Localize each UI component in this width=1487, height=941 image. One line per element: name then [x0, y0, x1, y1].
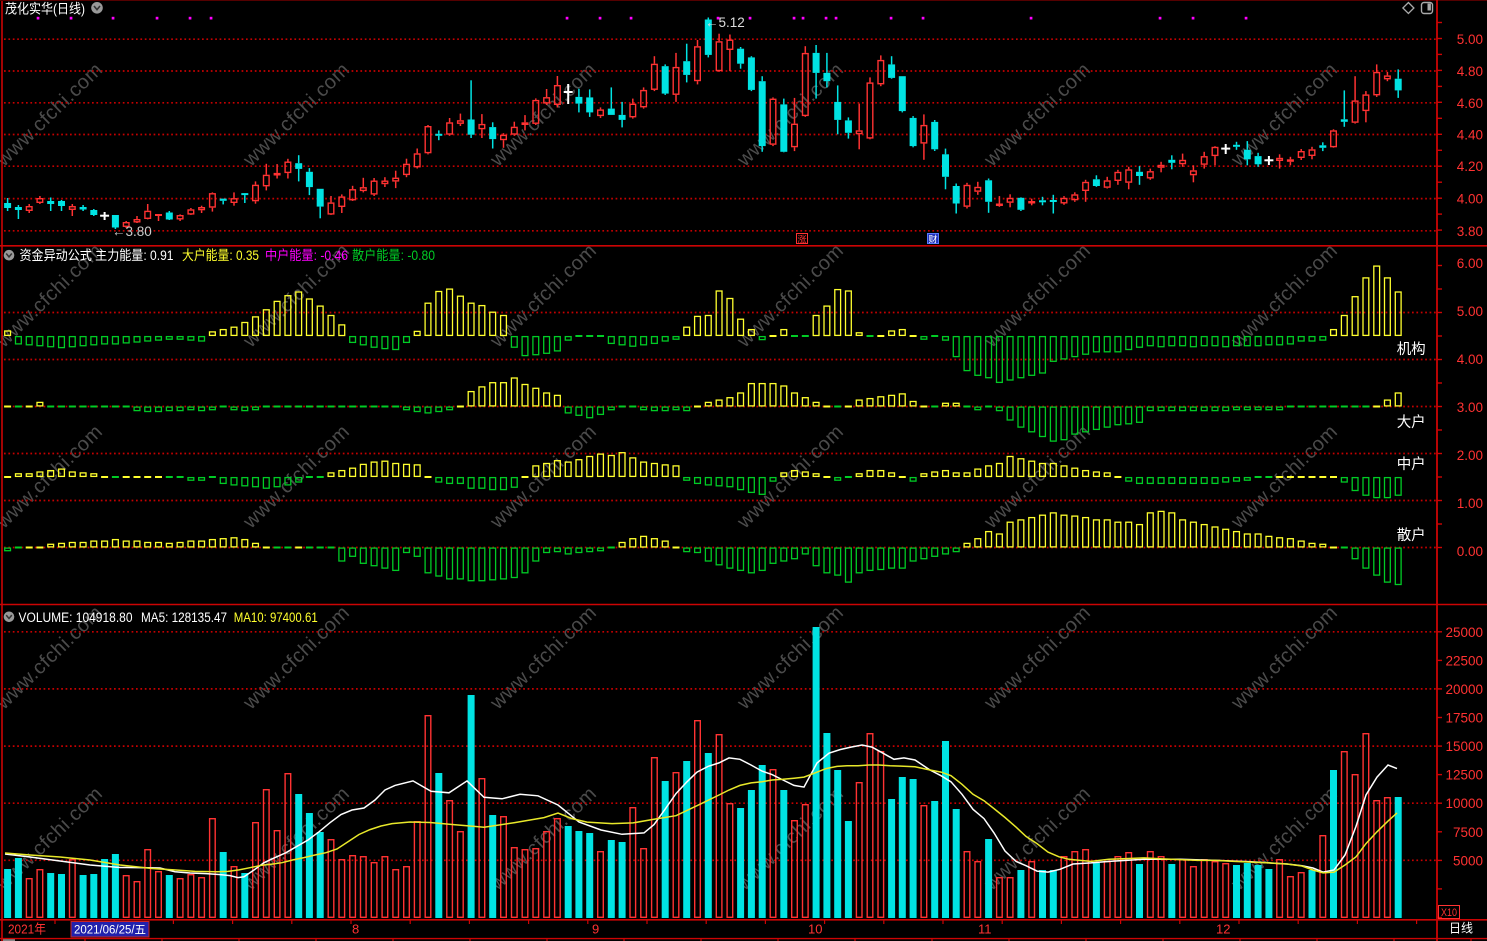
svg-text:涨: 涨 [797, 234, 806, 244]
svg-text:2021/06/25/五: 2021/06/25/五 [74, 924, 146, 936]
svg-text:17500: 17500 [1445, 711, 1483, 726]
svg-text:茂化实华(日线): 茂化实华(日线) [5, 1, 85, 17]
svg-text:5.00: 5.00 [1457, 304, 1483, 319]
svg-text:日线: 日线 [1449, 922, 1473, 936]
svg-text:15000: 15000 [1445, 739, 1483, 754]
svg-text:大户能量: 0.35: 大户能量: 0.35 [182, 247, 259, 263]
svg-text:4.40: 4.40 [1457, 128, 1483, 143]
svg-text:2.00: 2.00 [1457, 448, 1483, 463]
svg-text:4.00: 4.00 [1457, 192, 1483, 207]
svg-text:5000: 5000 [1453, 853, 1483, 868]
svg-text:X10: X10 [1441, 907, 1457, 919]
svg-text:4.20: 4.20 [1457, 159, 1483, 174]
svg-text:中户能量: -0.46: 中户能量: -0.46 [265, 247, 348, 263]
svg-text:大户: 大户 [1397, 414, 1426, 431]
svg-text:财: 财 [928, 233, 937, 244]
svg-text:22500: 22500 [1445, 653, 1483, 668]
svg-text:12: 12 [1216, 922, 1230, 937]
svg-text:散户能量: -0.80: 散户能量: -0.80 [352, 247, 435, 263]
svg-text:4.00: 4.00 [1457, 352, 1483, 367]
svg-text:3.00: 3.00 [1457, 400, 1483, 415]
svg-text:5.00: 5.00 [1457, 32, 1483, 47]
svg-text:25000: 25000 [1445, 625, 1483, 640]
svg-text:←3.80: ←3.80 [112, 224, 152, 239]
svg-text:散户: 散户 [1397, 527, 1426, 544]
svg-text:9: 9 [592, 922, 599, 937]
svg-text:10: 10 [808, 922, 822, 937]
svg-text:4.60: 4.60 [1457, 96, 1483, 111]
svg-text:0.00: 0.00 [1457, 544, 1483, 559]
svg-text:4.80: 4.80 [1457, 64, 1483, 79]
svg-text:10000: 10000 [1445, 796, 1483, 811]
svg-text:2021年: 2021年 [8, 922, 46, 937]
svg-text:3.80: 3.80 [1457, 224, 1483, 239]
svg-text:6.00: 6.00 [1457, 256, 1483, 271]
svg-text:1.00: 1.00 [1457, 496, 1483, 511]
svg-text:资金异动公式 主力能量: 0.91: 资金异动公式 主力能量: 0.91 [20, 248, 174, 263]
svg-text:MA10: 97400.61: MA10: 97400.61 [234, 610, 318, 625]
svg-text:8: 8 [352, 922, 359, 937]
svg-text:中户: 中户 [1397, 456, 1426, 473]
svg-text:12500: 12500 [1445, 768, 1483, 783]
svg-text:MA5: 128135.47: MA5: 128135.47 [141, 610, 227, 625]
svg-text:20000: 20000 [1445, 682, 1483, 697]
svg-text:机构: 机构 [1397, 341, 1426, 358]
svg-text:←5.12: ←5.12 [705, 15, 745, 30]
svg-text:7500: 7500 [1453, 825, 1483, 840]
svg-text:11: 11 [978, 922, 992, 937]
svg-text:VOLUME: 104918.80: VOLUME: 104918.80 [19, 610, 133, 625]
